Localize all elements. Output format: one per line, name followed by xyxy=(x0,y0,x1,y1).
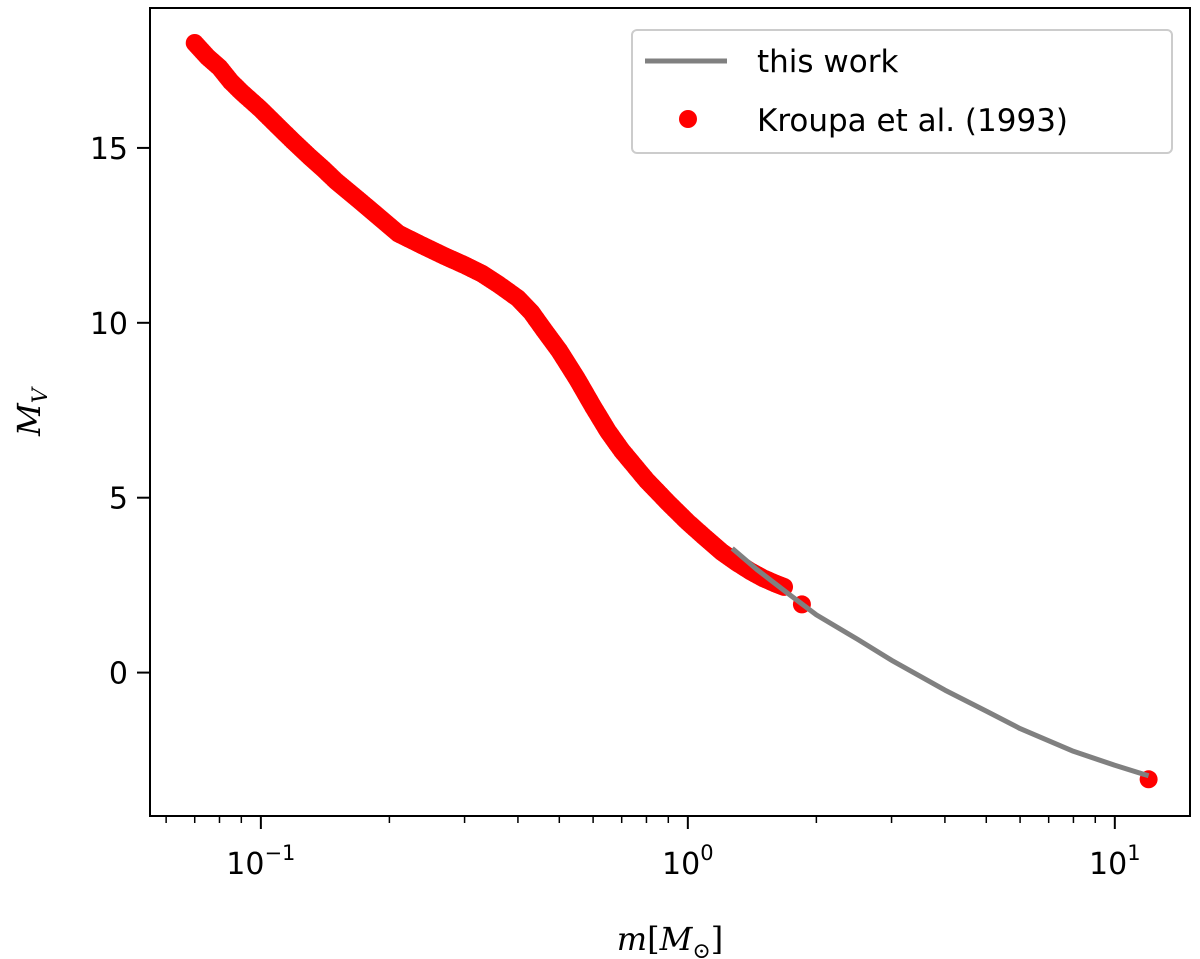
y-tick-label: 5 xyxy=(109,482,128,517)
legend: this work Kroupa et al. (1993) xyxy=(631,29,1173,154)
legend-label-kroupa: Kroupa et al. (1993) xyxy=(757,103,1068,139)
x-tick-label: 100 xyxy=(662,841,714,882)
legend-marker-swatch xyxy=(679,110,697,128)
y-tick-label: 10 xyxy=(90,307,128,342)
legend-label-this-work: this work xyxy=(757,44,898,80)
legend-box xyxy=(631,29,1173,154)
plot-frame xyxy=(149,7,1191,817)
y-tick-label: 0 xyxy=(109,657,128,692)
y-axis-ticks: 0 5 10 15 xyxy=(90,132,150,692)
x-tick-label: 10−1 xyxy=(226,841,295,882)
x-axis-ticks: 10−1 100 101 xyxy=(165,816,1141,882)
x-tick-label: 101 xyxy=(1089,841,1141,882)
x-axis-title: m[M⊙] xyxy=(617,920,724,959)
y-axis-title: MV xyxy=(10,386,52,437)
y-tick-label: 15 xyxy=(90,132,128,167)
plot-area xyxy=(185,33,1158,789)
this-work-line xyxy=(730,546,1150,779)
